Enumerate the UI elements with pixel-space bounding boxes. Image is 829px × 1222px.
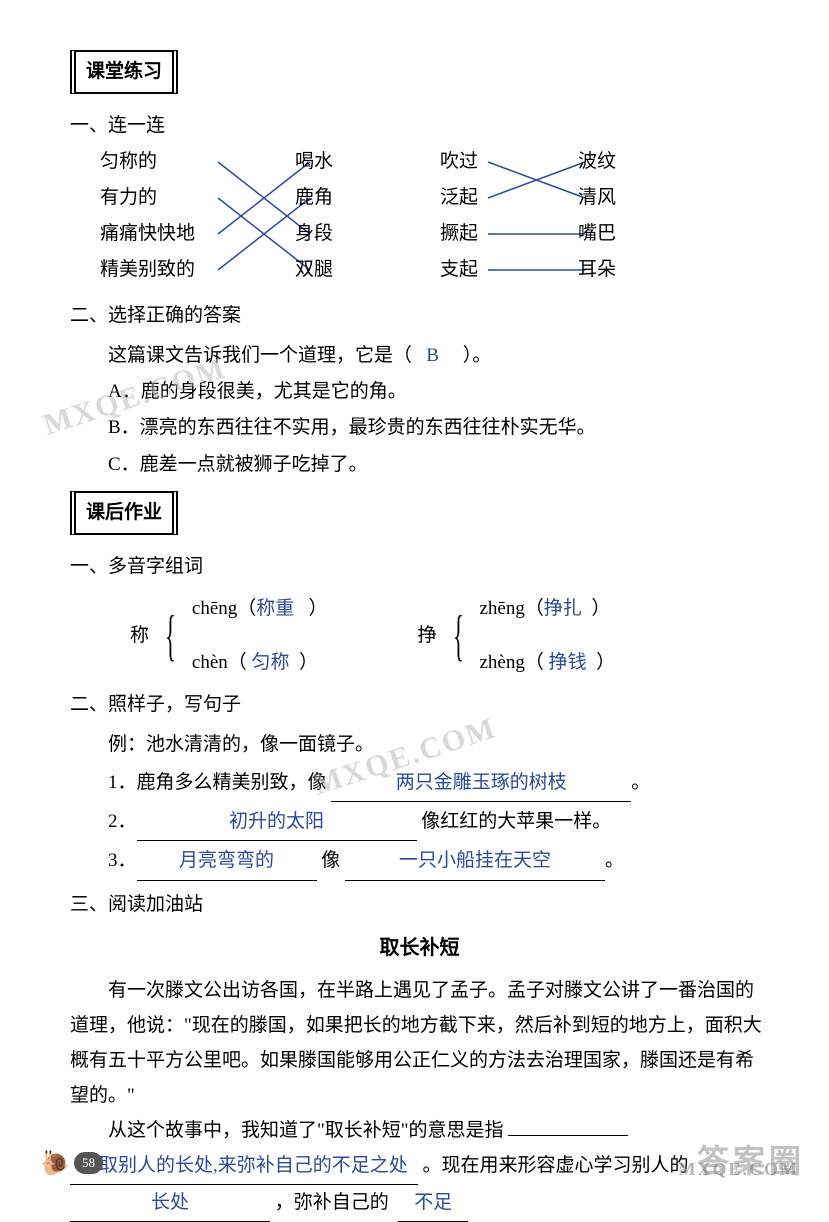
blank-answer: 两只金雕玉琢的树枝 [331,765,631,802]
match-lines-b [440,148,700,288]
q2-stem-end: ）。 [463,345,492,366]
blank-answer: 月亮弯弯的 [137,843,317,880]
matching-container: 匀称的 有力的 痛痛快快地 精美别致的 喝水 鹿角 身段 双腿 吹过 泛起 [100,148,769,288]
match-left-item: 支起 [440,256,478,284]
match-col-right-a: 喝水 鹿角 身段 双腿 [295,148,333,288]
match-right-item: 波纹 [578,148,616,176]
q1-title: 一、连一连 [70,108,769,144]
match-col-left-b: 吹过 泛起 撅起 支起 [440,148,478,288]
hw2-sentence-2: 2．初升的太阳 像红红的大苹果一样。 [70,804,769,841]
match-left-item: 有力的 [100,184,195,212]
passage-followup-line3: 长处 ，弥补自己的 不足 [70,1185,769,1222]
blank-answer: 初升的太阳 [137,804,417,841]
match-group-a: 匀称的 有力的 痛痛快快地 精美别致的 喝水 鹿角 身段 双腿 [100,148,380,288]
blank-answer: 长处 [70,1185,270,1222]
duoyin-zheng: 挣 { zhēng（挣扎 ） zhèng（ 挣钱 ） [418,591,616,681]
match-right-item: 嘴巴 [578,220,616,248]
match-right-item: 清风 [578,184,616,212]
duoyin-cheng: 称 { chēng（称重 ） chèn（ 匀称 ） [130,591,328,681]
q2-answer: B [417,345,458,366]
match-left-item: 撅起 [440,220,478,248]
match-right-item: 鹿角 [295,184,333,212]
match-left-item: 匀称的 [100,148,195,176]
match-left-item: 泛起 [440,184,478,212]
match-right-item: 喝水 [295,148,333,176]
section-header-class: 课堂练习 [70,50,178,94]
blank-answer [508,1135,628,1136]
duoyin-reading: chèn（ 匀称 ） [192,645,328,681]
blank-answer: 吸取别人的长处,来弥补自己的不足之处 [70,1148,418,1185]
q2-stem: 这篇课文告诉我们一个道理，它是（ [108,345,412,366]
page-number: 58 [74,1152,103,1174]
section-header-homework: 课后作业 [70,491,178,535]
match-left-item: 精美别致的 [100,256,195,284]
duoyin-char: 称 [130,618,149,654]
match-left-item: 吹过 [440,148,478,176]
passage-followup-line2: 吸取别人的长处,来弥补自己的不足之处 。现在用来形容虚心学习别人的 [70,1148,769,1185]
blank-answer: 不足 [398,1185,468,1222]
brand-watermark: 答案圈 [697,1136,805,1182]
match-right-item: 耳朵 [578,256,616,284]
bracket-icon: { [165,608,176,664]
hw2-sentence-3: 3．月亮弯弯的 像 一只小船挂在天空。 [70,843,769,880]
match-col-right-b: 波纹 清风 嘴巴 耳朵 [578,148,616,288]
passage-body: 有一次滕文公出访各国，在半路上遇见了孟子。孟子对滕文公讲了一番治国的道理，他说：… [70,973,769,1114]
duoyin-char: 挣 [418,618,437,654]
hw2-example: 例：池水清清的，像一面镜子。 [70,727,769,763]
match-left-item: 痛痛快快地 [100,220,195,248]
hw3-title: 三、阅读加油站 [70,887,769,923]
q2-option-a: A．鹿的身段很美，尤其是它的角。 [70,374,769,410]
hw1-title: 一、多音字组词 [70,549,769,585]
q2-title: 二、选择正确的答案 [70,298,769,334]
match-col-left-a: 匀称的 有力的 痛痛快快地 精美别致的 [100,148,195,288]
duoyin-reading: chēng（称重 ） [192,591,328,627]
duoyin-reading: zhèng（ 挣钱 ） [479,645,615,681]
match-right-item: 双腿 [295,256,333,284]
passage-title: 取长补短 [70,929,769,967]
q2-option-c: C．鹿差一点就被狮子吃掉了。 [70,447,769,483]
blank-answer: 一只小船挂在天空 [345,843,605,880]
hw2-sentence-1: 1．鹿角多么精美别致，像 两只金雕玉琢的树枝。 [70,765,769,802]
passage-followup: 从这个故事中，我知道了"取长补短"的意思是指 [70,1113,769,1148]
q2-stem-line: 这篇课文告诉我们一个道理，它是（ B ）。 [70,338,769,374]
match-right-item: 身段 [295,220,333,248]
duoyin-reading: zhēng（挣扎 ） [479,591,615,627]
snail-icon: 🐌 [40,1149,70,1178]
q2-option-b: B．漂亮的东西往往不实用，最珍贵的东西往往朴实无华。 [70,410,769,446]
hw2-title: 二、照样子，写句子 [70,687,769,723]
bracket-icon: { [453,608,464,664]
match-group-b: 吹过 泛起 撅起 支起 波纹 清风 嘴巴 耳朵 [440,148,700,288]
duoyin-container: 称 { chēng（称重 ） chèn（ 匀称 ） 挣 { zhēng（挣扎 ）… [130,591,769,681]
